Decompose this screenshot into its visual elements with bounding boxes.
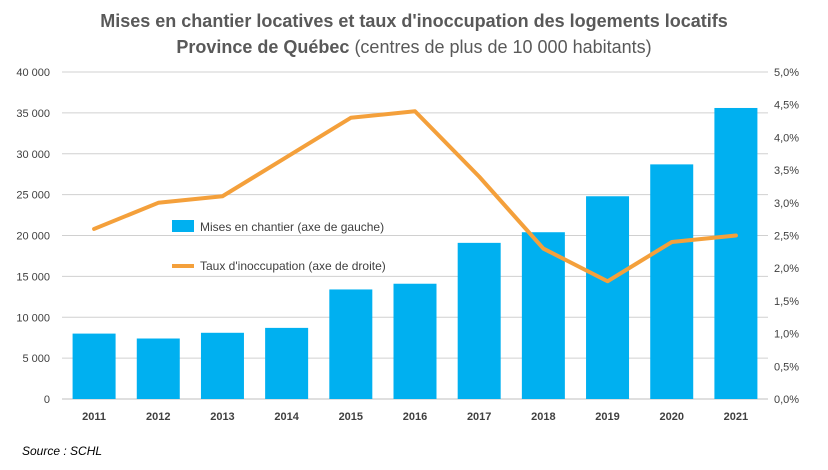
y-right-tick-label: 4,5% [774,100,799,112]
x-tick-label: 2019 [595,411,619,423]
y-left-tick-label: 20 000 [16,231,50,243]
series-line [92,109,738,284]
y-left-tick-label: 30 000 [16,149,50,161]
x-tick-label: 2017 [467,411,491,423]
chart-title: Mises en chantier locatives et taux d'in… [0,8,828,60]
source-note: Source : SCHL [22,444,103,458]
legend-label-bars: Mises en chantier (axe de gauche) [200,220,384,234]
bar [72,333,116,399]
y-left-tick-label: 10 000 [16,312,50,324]
x-tick-label: 2021 [724,411,748,423]
bar [329,289,373,399]
title-line-2: Province de Québec (centres de plus de 1… [0,34,828,60]
bar [265,327,309,399]
x-tick-label: 2013 [210,411,234,423]
y-right-tick-label: 2,0% [774,263,799,275]
bar [714,107,758,399]
y-left-tick-label: 5 000 [22,353,50,365]
bar [393,283,437,399]
x-tick-label: 2014 [274,411,299,423]
x-axis: 2011 2012 2013 2014 2015 2016 2017 2018 2019 2020… [82,411,748,423]
legend-label-line: Taux d'inoccupation (axe de droite) [200,259,386,273]
y-right-tick-label: 5,0% [774,67,799,79]
bar [650,164,694,399]
x-tick-label: 2012 [146,411,170,423]
x-tick-label: 2020 [659,411,683,423]
x-tick-label: 2018 [531,411,555,423]
y-right-tick-label: 3,5% [774,165,799,177]
y-right-tick-label: 2,5% [774,231,799,243]
y-right-tick-label: 0,0% [774,394,799,406]
y-left-tick-label: 25 000 [16,190,50,202]
y-left-tick-label: 35 000 [16,108,50,120]
bar [200,332,244,399]
title-line-2-bold: Province de Québec [176,37,350,57]
legend: Mises en chantier (axe de gauche) Taux d… [172,220,386,273]
x-tick-label: 2015 [339,411,363,423]
y-right-tick-label: 4,0% [774,132,799,144]
x-tick-label: 2016 [403,411,427,423]
y-right-tick-label: 0,5% [774,361,799,373]
left-axis: 0 5 000 10 000 15 000 20 000 25 000 30 000 35 0… [16,67,50,406]
y-left-tick-label: 0 [44,394,50,406]
y-left-tick-label: 15 000 [16,271,50,283]
right-axis: 0,0% 0,5% 1,0% 1,5% 2,0% 2,5% 3,0% 3,5% 4,0% 4,5%… [774,67,799,406]
bar [521,232,565,399]
line-series [92,109,738,284]
y-left-tick-label: 40 000 [16,67,50,79]
x-tick-label: 2011 [82,411,106,423]
y-right-tick-label: 3,0% [774,198,799,210]
bar [136,338,180,399]
bar-series [72,107,758,399]
title-line-2-rest: (centres de plus de 10 000 habitants) [349,37,652,57]
bar [457,242,501,399]
title-line-1: Mises en chantier locatives et taux d'in… [100,11,728,31]
y-right-tick-label: 1,0% [774,329,799,341]
bar [586,196,630,399]
legend-swatch-bars [172,220,194,232]
y-right-tick-label: 1,5% [774,296,799,308]
